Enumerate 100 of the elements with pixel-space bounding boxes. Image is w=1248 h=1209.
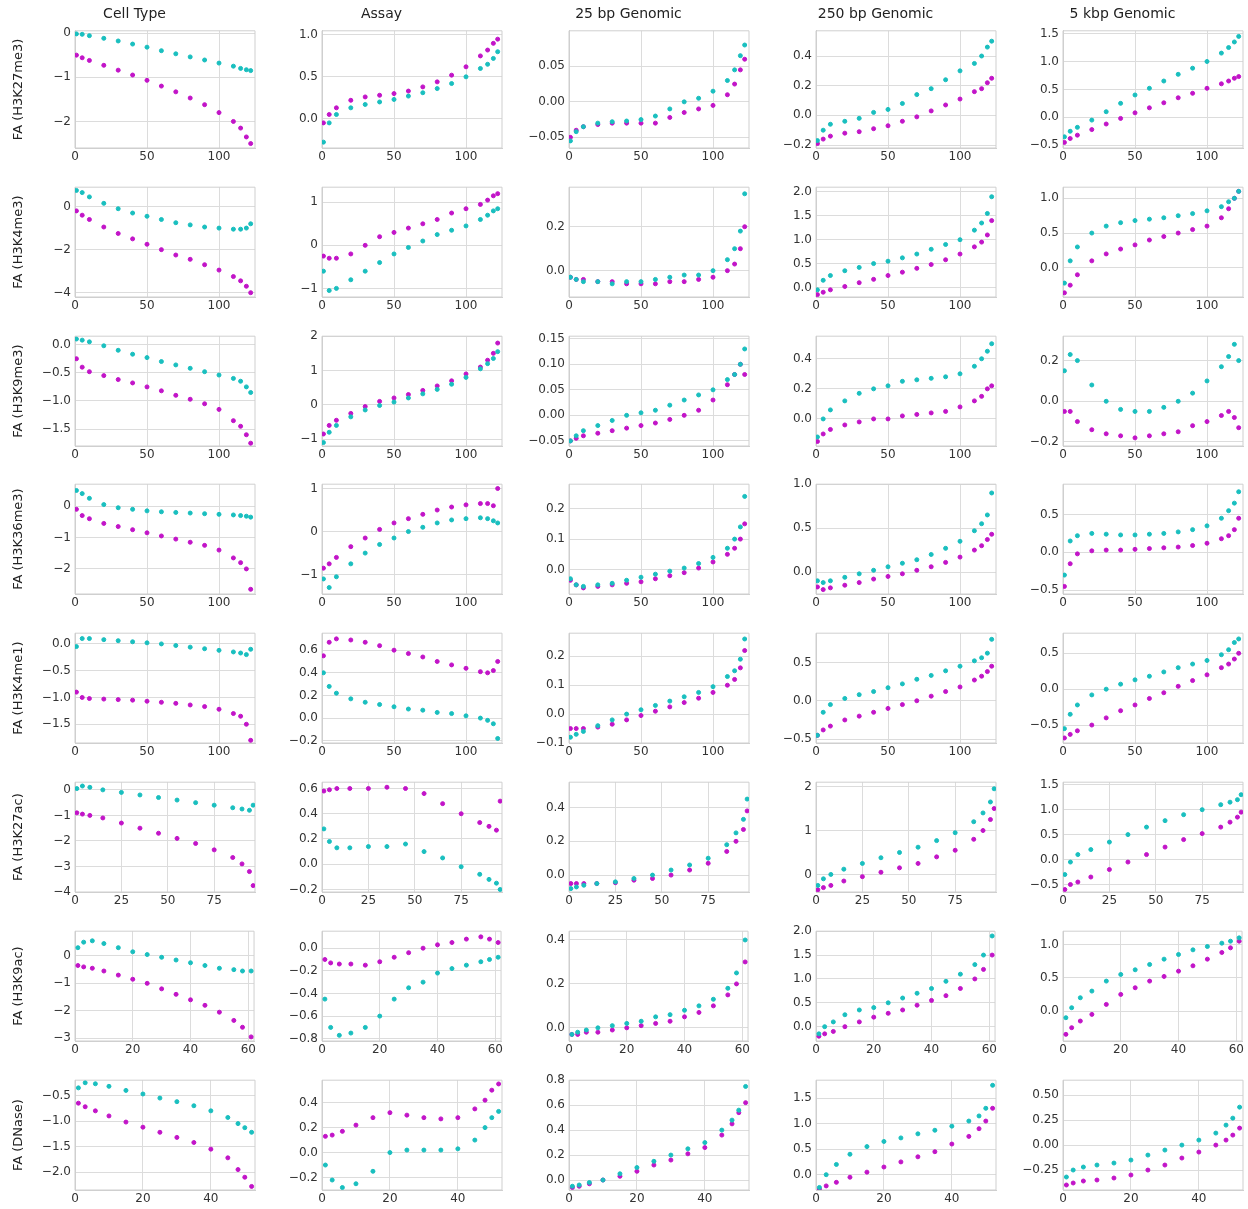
y-tick-label: 0.5 [792,255,812,270]
y-tick-label: 0.5 [792,1140,812,1155]
y-tick-label: 1.0 [1039,936,1059,951]
y-tick-label: 0.4 [792,350,812,365]
x-tick-label: 50 [901,893,917,908]
y-tick-label: 0 [310,237,318,252]
x-tick-label: 100 [701,298,725,313]
y-tick-label: 0.2 [545,975,565,990]
y-tick-label: 0.0 [792,279,812,294]
x-tick-label: 20 [866,1042,882,1057]
y-tick-label: 0.5 [792,994,812,1009]
x-tick-label: 20 [876,1190,892,1205]
x-tick-label: 40 [1170,1042,1187,1057]
x-tick-label: 50 [386,595,402,610]
y-tick-label: −3 [53,1030,71,1045]
x-tick-label: 20 [619,1042,635,1057]
y-axis-title: FA (H3K27me3) [10,38,26,141]
x-tick-label: 50 [880,744,896,759]
y-tick-label: 0.0 [792,693,812,708]
y-tick-label: −1 [53,69,71,84]
y-tick-label: −2.0 [41,1163,71,1178]
chart-title: 250 bp Genomic [817,5,934,22]
y-tick-label: 2 [804,778,812,793]
y-tick-label: 0.0 [792,1166,812,1181]
x-tick-label: 50 [633,149,649,164]
x-tick-label: 100 [454,298,478,313]
y-tick-label: 0.0 [1039,544,1059,559]
x-tick-label: 50 [633,446,649,461]
x-tick-label: 25 [360,893,377,908]
y-tick-label: 0.0 [545,1171,565,1186]
x-tick-label: 50 [1127,298,1143,313]
y-tick-label: 0.4 [298,805,318,820]
x-tick-label: 50 [1127,595,1143,610]
x-tick-label: 75 [453,893,469,908]
y-tick-label: −0.4 [288,985,318,1000]
y-tick-label: 0.0 [298,1144,318,1159]
y-axis-title: FA (H3K4me1) [10,641,26,735]
y-tick-label: 0.4 [545,1121,565,1136]
y-tick-label: −0.05 [528,432,565,447]
x-tick-label: 75 [206,893,222,908]
y-tick-label: −4 [53,284,71,299]
x-tick-label: 60 [240,1042,256,1057]
y-tick-label: −0.25 [1022,1161,1059,1176]
y-tick-label: 0.0 [1039,1002,1059,1017]
x-tick-label: 50 [880,595,896,610]
y-tick-label: −1 [300,430,318,445]
y-tick-label: 0.5 [1039,826,1059,841]
y-tick-label: 0 [310,396,318,411]
y-tick-label: 0.0 [51,336,71,351]
chart-title: Cell Type [103,5,166,22]
y-tick-label: 0.4 [298,1094,318,1109]
y-tick-label: −3 [53,858,71,873]
x-tick-label: 50 [407,893,423,908]
x-tick-label: 50 [880,149,896,164]
y-tick-label: −0.8 [288,1030,318,1045]
y-tick-label: 0.6 [298,780,318,795]
y-tick-label: 0 [63,498,71,513]
x-tick-label: 100 [1195,595,1219,610]
y-tick-label: 0.2 [298,687,318,702]
y-tick-label: 0.0 [792,410,812,425]
y-tick-label: 0.0 [545,706,565,721]
y-tick-label: −1.5 [41,420,71,435]
y-tick-label: 0.0 [1039,681,1059,696]
x-tick-label: 25 [607,893,624,908]
x-tick-label: 40 [923,1042,940,1057]
y-tick-label: 0.5 [792,654,812,669]
x-tick-label: 100 [948,595,972,610]
x-tick-label: 100 [948,149,972,164]
y-tick-label: −0.2 [288,962,318,977]
y-tick-label: −0.5 [782,731,812,746]
x-tick-label: 20 [1113,1042,1129,1057]
x-tick-label: 40 [944,1190,960,1205]
x-tick-label: 40 [182,1042,199,1057]
y-tick-label: −1.0 [41,392,71,407]
x-tick-label: 60 [487,1042,503,1057]
y-tick-label: 0.4 [545,799,565,814]
y-tick-label: −1 [300,280,318,295]
y-tick-label: 1.5 [792,207,812,222]
y-tick-label: −0.2 [288,881,318,896]
y-tick-label: 0.2 [298,1119,318,1134]
y-tick-label: 0.0 [792,107,812,122]
x-tick-label: 100 [948,744,972,759]
y-tick-label: −0.5 [1029,876,1059,891]
y-tick-label: −1.0 [41,689,71,704]
y-tick-label: −0.2 [288,1169,318,1184]
y-tick-label: 1.5 [1039,25,1059,40]
x-tick-label: 100 [701,595,725,610]
x-tick-label: 100 [1195,149,1219,164]
y-tick-label: 0.10 [538,356,565,371]
x-tick-label: 50 [633,298,649,313]
x-tick-label: 100 [207,446,231,461]
y-tick-label: 1.0 [1039,801,1059,816]
x-tick-label: 50 [880,298,896,313]
y-tick-label: −0.5 [1029,137,1059,152]
x-tick-label: 100 [948,446,972,461]
x-tick-label: 75 [1194,893,1210,908]
y-tick-label: 0.0 [792,564,812,579]
x-tick-label: 100 [701,149,725,164]
x-tick-label: 40 [450,1190,466,1205]
y-tick-label: 0 [63,25,71,40]
